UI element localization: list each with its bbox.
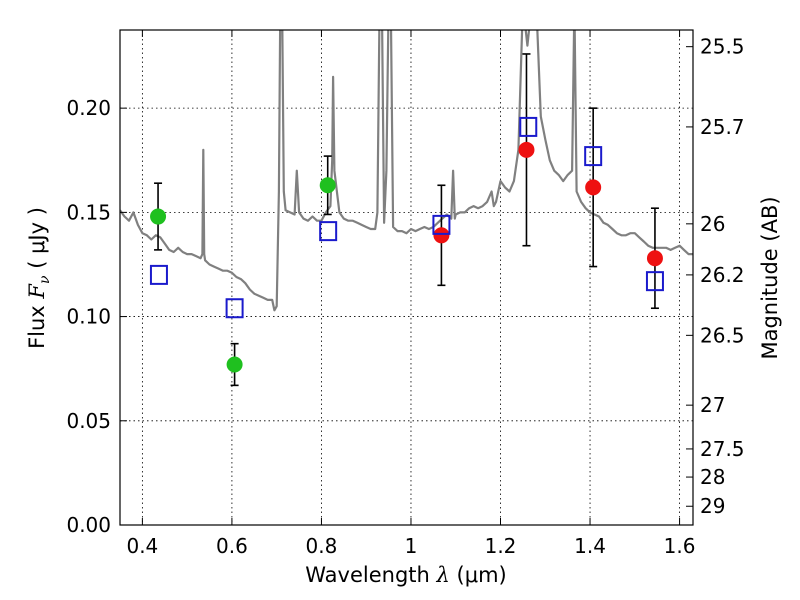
marker-layer: [149, 116, 664, 373]
right-tick-label: 27.5: [700, 437, 745, 461]
y-tick-label: 0.10: [66, 305, 111, 329]
right-tick-label: 25.7: [700, 115, 745, 139]
data-point-marker: [319, 177, 336, 194]
right-tick-label: 25.5: [700, 35, 745, 59]
x-tick-label: 0.8: [306, 534, 338, 558]
data-point-marker: [518, 141, 535, 158]
right-axis-label: Magnitude (AB): [758, 196, 782, 359]
plot-frame: [119, 29, 694, 526]
x-tick-label: 1.2: [485, 534, 517, 558]
right-tick-label: 27: [700, 393, 725, 417]
x-tick-label: 1: [405, 534, 418, 558]
model-square-marker: [519, 116, 538, 137]
spectrum-layer: [120, 30, 693, 312]
data-point-marker: [226, 356, 243, 373]
y-tick-label: 0.20: [66, 96, 111, 120]
x-tick-label: 1.4: [574, 534, 606, 558]
right-tick-label: 28: [700, 465, 725, 489]
right-tick-label: 26: [700, 212, 725, 236]
y-tick-label: 0.00: [66, 513, 111, 537]
x-axis-ticks: 0.4 0.6 0.8 1 1.2 1.4 1.6: [126, 30, 695, 558]
data-point-marker: [585, 179, 602, 196]
x-tick-label: 1.6: [664, 534, 696, 558]
model-square-marker: [319, 221, 338, 242]
right-tick-label: 26.2: [700, 263, 745, 287]
y-axis-label: Flux Fν ( μJy ): [25, 207, 53, 349]
right-tick-label: 29: [700, 494, 725, 518]
right-tick-label: 26.5: [700, 323, 745, 347]
model-square-marker: [149, 264, 168, 285]
data-point-marker: [150, 208, 167, 225]
x-axis-label: Wavelength λ (μm): [305, 563, 506, 587]
y-tick-label: 0.05: [66, 409, 111, 433]
y-axis-ticks: 0.00 0.05 0.10 0.15 0.20: [66, 96, 127, 537]
model-square-marker: [584, 146, 603, 167]
data-point-marker: [646, 250, 663, 267]
y-tick-label: 0.15: [66, 200, 111, 224]
model-square-marker: [645, 271, 664, 292]
spectrum-line: [120, 30, 693, 312]
grid: [120, 30, 693, 526]
model-square-marker: [432, 214, 451, 235]
data-point-marker: [433, 227, 450, 244]
x-tick-label: 0.6: [216, 534, 248, 558]
x-tick-label: 0.4: [126, 534, 158, 558]
right-axis-ticks: 25.5 25.7 26 26.2 26.5 27 27.5 28 29: [686, 35, 745, 518]
model-square-marker: [225, 298, 244, 319]
